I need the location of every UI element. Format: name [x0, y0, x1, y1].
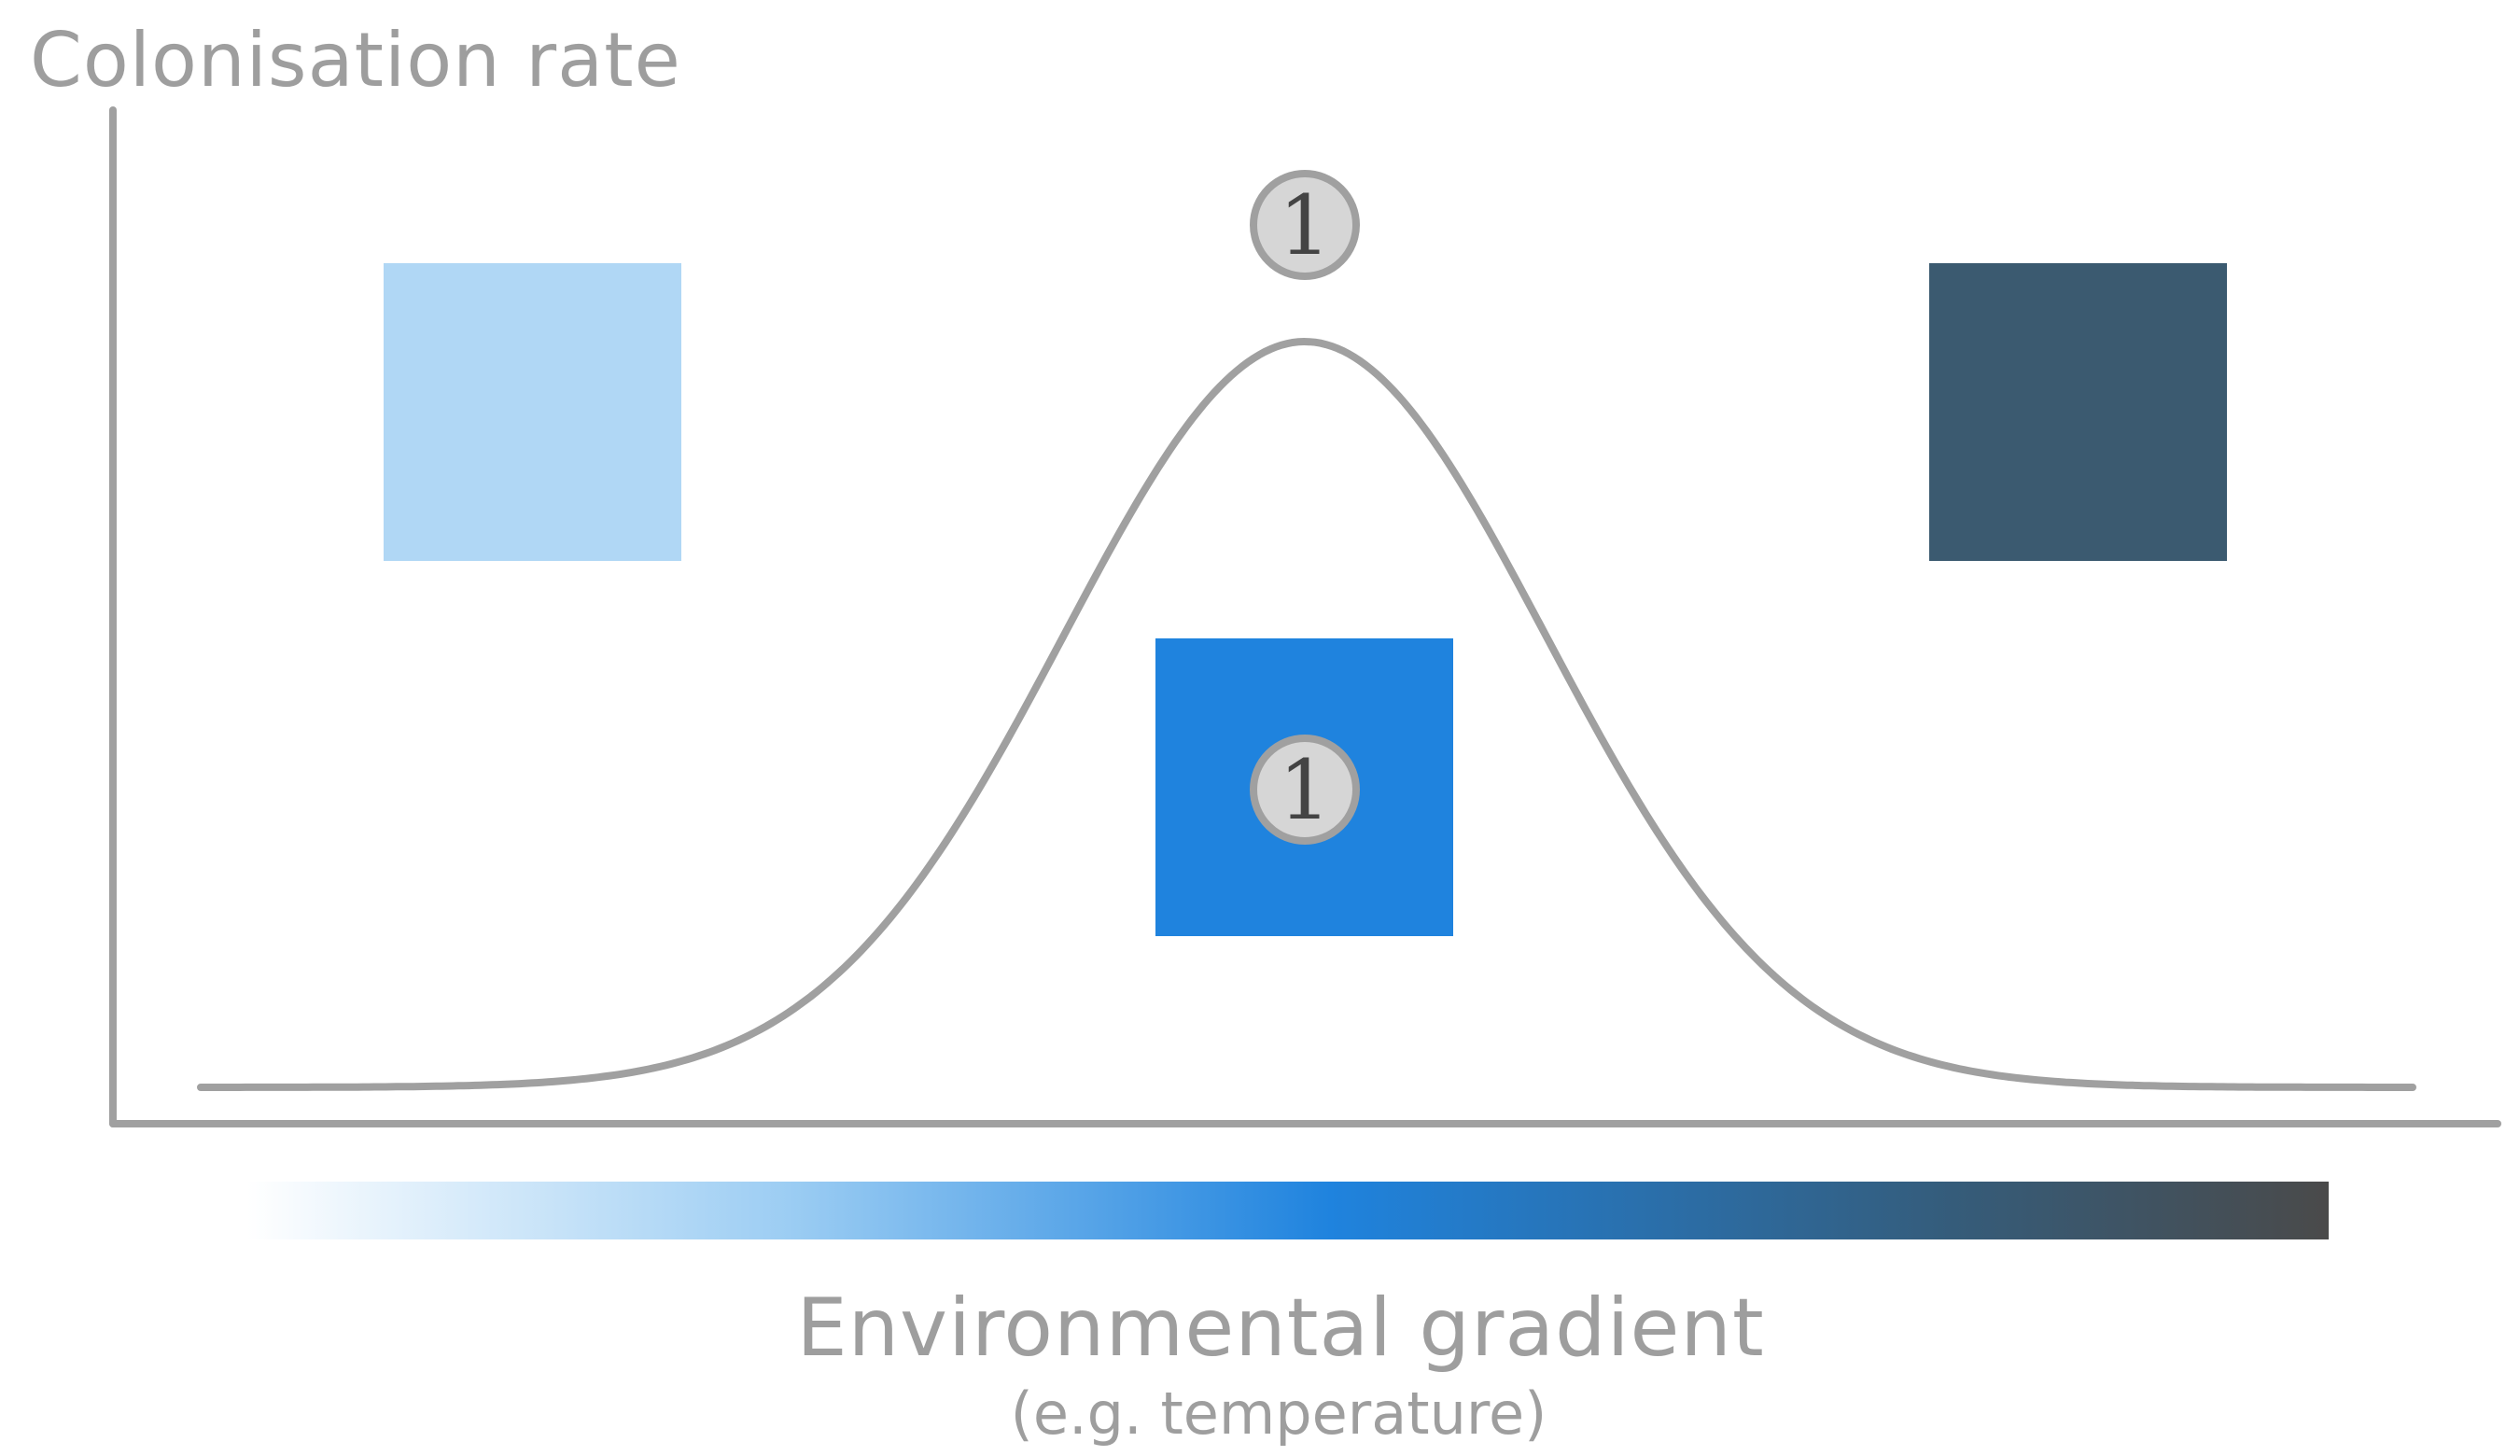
- x-axis-title: Environmental gradient: [796, 1281, 1764, 1375]
- cold-habitat-square: [384, 263, 681, 561]
- square-marker-circle: [1250, 735, 1360, 845]
- peak-marker-badge: 1: [1250, 170, 1360, 280]
- square-marker-badge: 1: [1250, 735, 1360, 845]
- peak-marker-label: 1: [1279, 177, 1331, 273]
- peak-marker-circle: [1250, 170, 1360, 280]
- warm-habitat-square: [1929, 263, 2227, 561]
- colonisation-curve: [197, 337, 2416, 1091]
- environmental-gradient-bar: [247, 1182, 2329, 1239]
- x-axis-subtitle: (e.g. temperature): [1011, 1379, 1547, 1448]
- y-axis-title: Colonisation rate: [30, 17, 681, 104]
- square-marker-label: 1: [1279, 742, 1331, 838]
